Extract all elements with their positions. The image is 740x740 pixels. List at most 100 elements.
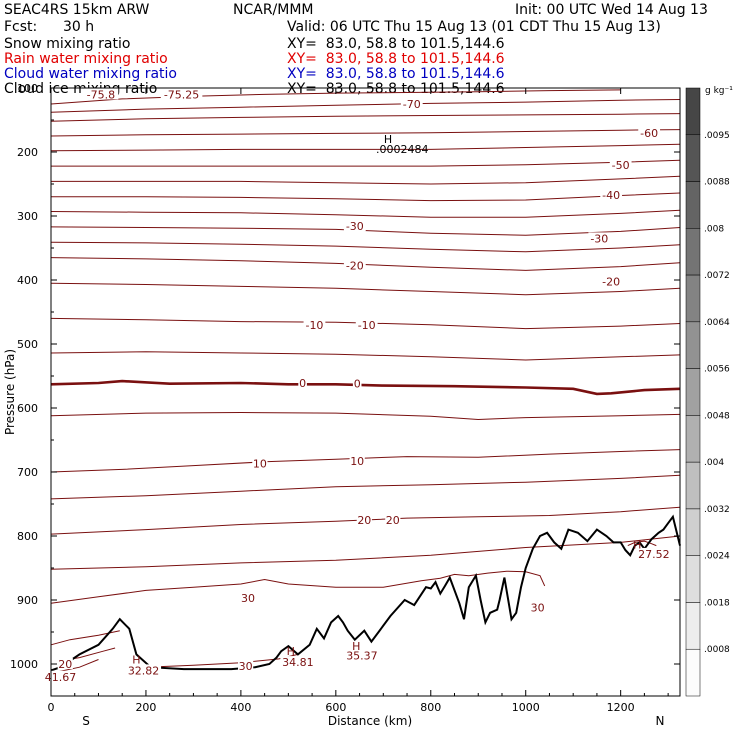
terrain-layer: [50, 514, 681, 672]
contour-label-22: 32.82: [128, 664, 160, 677]
contour-label-bg-4: [609, 158, 632, 170]
y-tick-label-7: 800: [17, 530, 38, 543]
contour-label-bg-23: [280, 656, 316, 668]
label-layer: -75.8 -75.25 -70 -60 -50 -40 -30 -30 -20 -20 -10 -1…: [42, 88, 672, 684]
contour-line-25: [145, 653, 299, 668]
colorbar-label-2: .008: [704, 224, 724, 234]
colorbar-swatch-8: [685, 461, 701, 510]
y-tick-label-1: 200: [17, 146, 38, 159]
contour-label-bg-12: [298, 377, 307, 389]
extremum-marker-2: H: [287, 645, 295, 658]
colorbar-units: g kg⁻¹: [705, 86, 733, 96]
contour-line-4: [50, 143, 681, 152]
colorbar-label-4: .0064: [704, 318, 730, 328]
contour-line-2: [50, 113, 681, 122]
y-tick-label-0: 100: [17, 82, 38, 95]
colorbar-label-3: .0072: [704, 271, 730, 281]
y-tick-label-6: 700: [17, 466, 38, 479]
field-xy-snow: XY= 83.0, 58.8 to 101.5,144.6: [287, 36, 505, 52]
contour-label-bg-5: [600, 188, 623, 200]
contour-line-6: [51, 175, 681, 185]
y-tick-label-4: 500: [17, 338, 38, 351]
contour-line-17: [50, 449, 681, 473]
colorbar-label-1: .0088: [704, 178, 730, 188]
contour-label-1: -75.25: [164, 88, 199, 101]
x-tick-label-1: 200: [135, 701, 156, 714]
contour-line-5: [51, 159, 681, 167]
init-time: Init: 00 UTC Wed 14 Aug 13: [515, 2, 708, 18]
model-title: SEAC4RS 15km ARW: [4, 2, 150, 18]
contour-line-9: [50, 226, 681, 236]
x-tick-label-3: 600: [325, 701, 346, 714]
contour-label-2: -70: [403, 98, 421, 111]
extremum-marker-4: H: [633, 538, 641, 551]
colorbar-label-11: .0008: [704, 645, 730, 655]
contour-label-0: -75.8: [87, 88, 115, 101]
contour-line-10: [50, 241, 681, 253]
contour-line-19: [50, 506, 681, 535]
contour-label-11: -10: [358, 319, 376, 332]
x-tick-label-5: 1000: [512, 701, 540, 714]
contour-label-9: -20: [602, 275, 620, 288]
colorbar-swatch-3: [685, 228, 701, 276]
contour-label-bg-14: [252, 457, 268, 469]
contour-label-7: -30: [590, 232, 608, 245]
y-tick-label-3: 400: [17, 274, 38, 287]
contour-label-bg-18: [240, 592, 256, 604]
contour-line-7: [51, 192, 681, 202]
contour-label-bg-2: [400, 98, 423, 109]
contour-label-26: 41.67: [45, 671, 77, 684]
colorbar-swatch-12: [685, 648, 701, 697]
contour-label-21: 20: [58, 658, 72, 671]
contour-label-17: 20: [386, 514, 400, 527]
contour-label-23: 34.81: [282, 656, 314, 669]
contour-label-bg-26: [42, 670, 78, 682]
contour-line-21: [50, 570, 546, 604]
annotation-0: .0002484: [376, 143, 429, 156]
y-tick-label-2: 300: [17, 210, 38, 223]
contour-line-13: [50, 317, 681, 330]
forecast-hours: 30 h: [63, 19, 95, 35]
contour-label-bg-15: [349, 455, 365, 467]
contour-label-bg-9: [600, 275, 623, 287]
field-xy-cloudwater: XY= 83.0, 58.8 to 101.5,144.6: [287, 66, 505, 82]
org-label: NCAR/MMM: [233, 2, 314, 18]
contour-line-12: [50, 282, 681, 296]
field-name-cloudwater: Cloud water mixing ratio: [4, 66, 177, 82]
y-tick-label-8: 900: [17, 594, 38, 607]
contour-label-bg-8: [343, 259, 366, 271]
colorbar-label-6: .0048: [704, 411, 730, 421]
colorbar-swatch-10: [685, 555, 701, 603]
contour-layer: [50, 89, 681, 673]
x-tick-label-4: 800: [420, 701, 441, 714]
field-name-snow: Snow mixing ratio: [4, 36, 131, 52]
contour-label-bg-1: [160, 88, 203, 100]
terrain-line: [50, 514, 681, 672]
x-tick-label-2: 400: [230, 701, 251, 714]
contour-label-16: 20: [357, 514, 371, 527]
colorbar-label-8: .0032: [704, 505, 730, 515]
extremum-marker-3: H: [352, 640, 360, 653]
colorbar-label-9: .0024: [704, 552, 730, 562]
contour-label-12: 0: [299, 377, 306, 390]
contour-label-bg-16: [356, 514, 372, 525]
contour-label-bg-7: [588, 232, 611, 244]
x-axis-title: Distance (km): [328, 714, 412, 728]
contour-label-bg-10: [303, 318, 326, 330]
contour-label-25: 27.52: [638, 548, 670, 561]
contour-label-bg-24: [344, 649, 380, 661]
contour-label-19: 30: [239, 660, 253, 673]
x-end-label-south: S: [82, 714, 90, 728]
contour-label-bg-20: [529, 601, 546, 613]
contour-line-11: [50, 257, 681, 271]
contour-label-20: 30: [531, 602, 545, 615]
colorbar-swatch-7: [685, 415, 701, 463]
contour-label-bg-11: [355, 318, 378, 330]
field-name-rain: Rain water mixing ratio: [4, 51, 168, 67]
colorbar-swatch-1: [685, 134, 701, 182]
colorbar-swatch-4: [685, 274, 701, 323]
contour-label-10: -10: [305, 319, 323, 332]
colorbar-swatch-6: [685, 368, 701, 416]
colorbar-swatch-2: [685, 181, 701, 229]
